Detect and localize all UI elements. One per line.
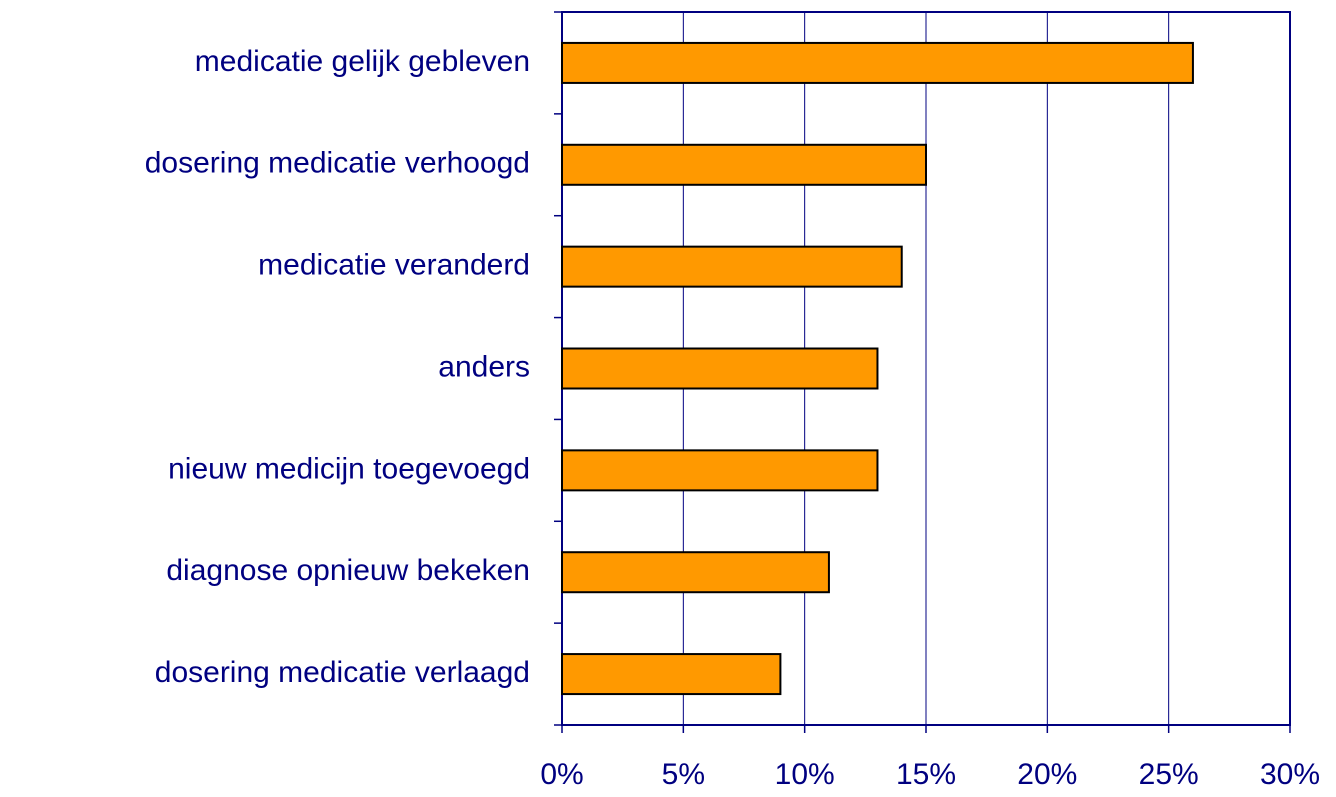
x-tick-label: 20% (1017, 758, 1077, 791)
bar (561, 41, 1194, 84)
y-tick-label: nieuw medicijn toegevoegd (168, 452, 530, 485)
y-tick-label: medicatie gelijk gebleven (195, 45, 530, 78)
y-tick-label: medicatie veranderd (258, 249, 530, 282)
y-tick-label: dosering medicatie verlaagd (155, 656, 530, 689)
x-tick-label: 30% (1260, 758, 1320, 791)
x-tick-label: 25% (1139, 758, 1199, 791)
y-tick-label: anders (438, 350, 530, 383)
x-tick-label: 15% (896, 758, 956, 791)
bar (561, 347, 879, 390)
y-tick-label: diagnose opnieuw bekeken (166, 554, 530, 587)
x-tick-label: 0% (540, 758, 583, 791)
x-tick-label: 5% (662, 758, 705, 791)
bar (561, 245, 903, 288)
bar (561, 551, 830, 594)
x-tick-label: 10% (775, 758, 835, 791)
bar (561, 449, 879, 492)
bar (561, 143, 927, 186)
y-tick-label: dosering medicatie verhoogd (145, 147, 530, 180)
bar (561, 653, 782, 696)
